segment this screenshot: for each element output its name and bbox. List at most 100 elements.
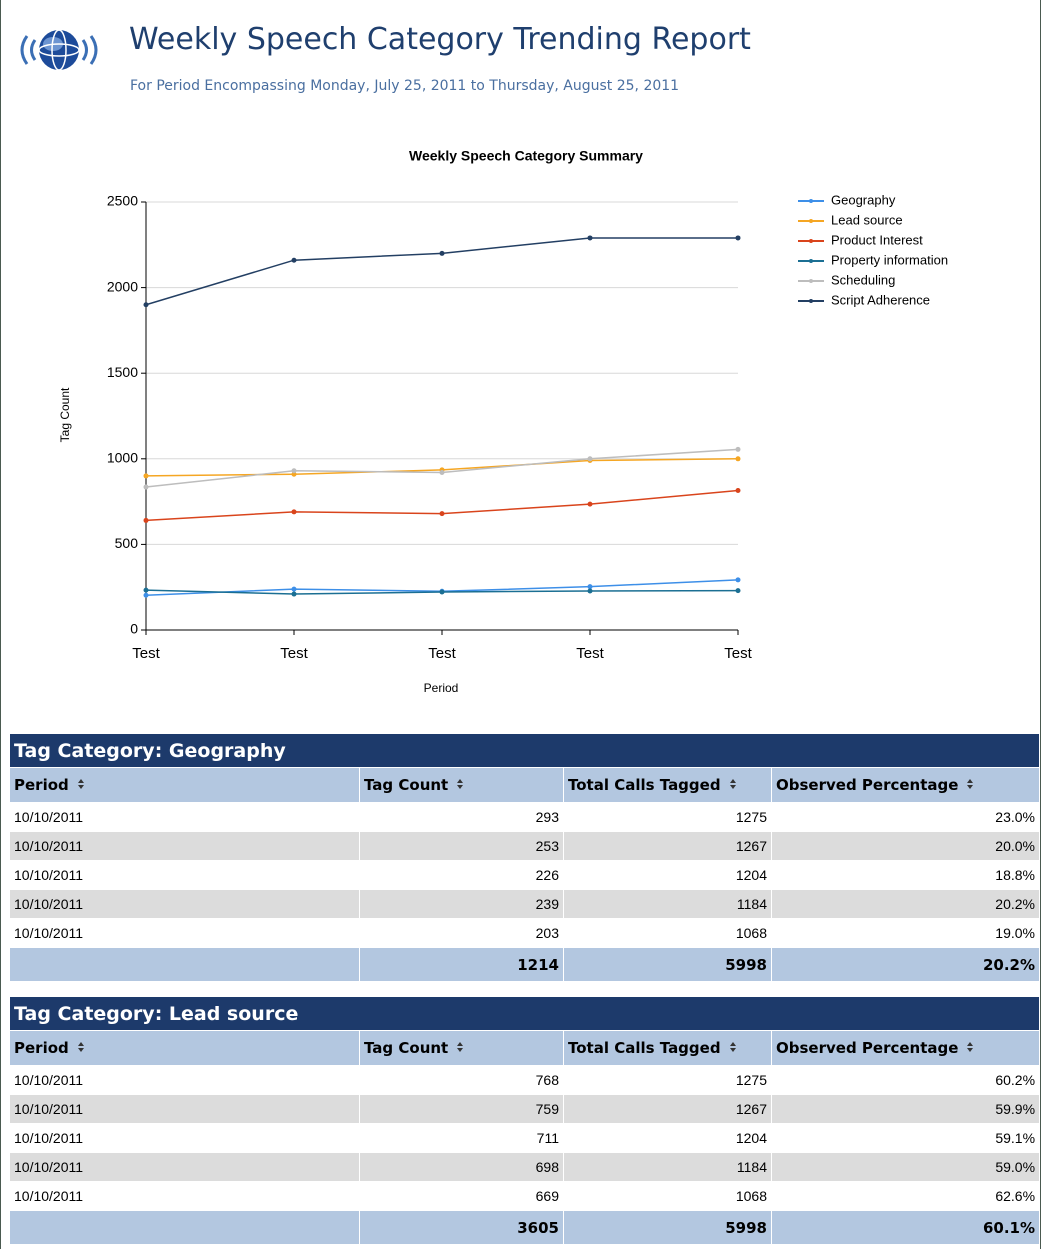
cell: 239 (359, 889, 564, 919)
series-point (143, 473, 149, 479)
cell: 10/10/2011 (9, 860, 360, 890)
column-header[interactable]: Period (9, 767, 360, 803)
cell: 10/10/2011 (9, 831, 360, 861)
series-point (587, 584, 593, 590)
table-title-row: Tag Category: Geography (9, 733, 1040, 768)
cell: 203 (359, 918, 564, 948)
sort-icon[interactable] (964, 778, 976, 790)
sort-icon[interactable] (727, 778, 739, 790)
cell: 711 (359, 1123, 564, 1153)
legend-swatch-point (809, 299, 813, 303)
total-cell: 5998 (563, 947, 772, 982)
column-header[interactable]: Tag Count (359, 767, 564, 803)
cell: 59.1% (770, 1123, 1041, 1153)
sort-icon[interactable] (454, 1041, 466, 1053)
data-row: 10/10/2011 768 1275 60.2% (9, 1065, 1041, 1095)
series-point (291, 257, 297, 263)
x-tick-label: Test (132, 645, 160, 662)
column-header[interactable]: Total Calls Tagged (563, 1030, 772, 1066)
series-point (735, 456, 741, 462)
header-row: Period Tag Count Total Calls Tagged Observe… (9, 1030, 1041, 1066)
cell: 1275 (563, 1065, 772, 1095)
series-point (735, 446, 741, 452)
logo (20, 29, 98, 71)
y-tick-label: 1000 (107, 450, 138, 466)
series-point (439, 469, 445, 475)
column-header[interactable]: Tag Count (359, 1030, 564, 1066)
cell: 10/10/2011 (9, 1152, 360, 1182)
series-point (143, 517, 149, 523)
column-header-text: Total Calls Tagged (568, 1039, 721, 1057)
series-point (143, 484, 149, 490)
data-row: 10/10/2011 253 1267 20.0% (9, 831, 1040, 861)
column-header[interactable]: Total Calls Tagged (563, 767, 772, 803)
column-header[interactable]: Observed Percentage (770, 1030, 1041, 1066)
cell: 10/10/2011 (9, 802, 360, 832)
series-point (143, 592, 149, 598)
report-subtitle: For Period Encompassing Monday, July 25,… (130, 78, 680, 94)
cell: 10/10/2011 (9, 1065, 360, 1095)
series-point (587, 588, 593, 594)
series-line (145, 237, 738, 306)
cell: 669 (359, 1181, 564, 1211)
x-axis-label: Period (424, 681, 459, 695)
chart: Weekly Speech Category Summary Period Ta… (58, 148, 948, 695)
cell: 768 (359, 1065, 564, 1095)
legend-label: Scheduling (831, 272, 895, 287)
cell: 1204 (563, 860, 772, 890)
column-header-text: Observed Percentage (776, 1039, 959, 1057)
data-row: 10/10/2011 293 1275 23.0% (9, 802, 1040, 832)
column-header-text: Tag Count (364, 776, 449, 794)
series-point (735, 487, 741, 493)
series-point (439, 250, 445, 256)
y-tick-label: 500 (115, 535, 139, 551)
cell: 60.2% (770, 1065, 1041, 1095)
legend-swatch-point (809, 239, 813, 243)
legend-swatch-point (809, 279, 813, 283)
sort-icon[interactable] (727, 1041, 739, 1053)
x-tick-label: Test (576, 645, 604, 662)
series-point (439, 511, 445, 517)
x-tick-label: Test (280, 645, 308, 662)
legend-swatch-point (809, 259, 813, 263)
x-tick-label: Test (724, 645, 752, 662)
legend-label: Product Interest (831, 232, 923, 247)
cell: 759 (359, 1094, 564, 1124)
total-cell: 3605 (359, 1210, 564, 1245)
legend-swatch-point (809, 199, 813, 203)
legend-label: Geography (831, 192, 896, 207)
series-point (291, 471, 297, 477)
cell: 10/10/2011 (9, 1181, 360, 1211)
series-point (291, 586, 297, 592)
cell: 20.2% (771, 889, 1040, 919)
sort-icon[interactable] (964, 1041, 976, 1053)
totals-row: 3605 5998 60.1% (9, 1210, 1041, 1245)
series-point (439, 589, 445, 595)
legend-label: Script Adherence (831, 292, 930, 307)
cell: 19.0% (771, 918, 1040, 948)
series-point (291, 468, 297, 474)
sort-icon[interactable] (75, 778, 87, 790)
data-row: 10/10/2011 698 1184 59.0% (9, 1152, 1041, 1182)
column-header-text: Tag Count (364, 1039, 449, 1057)
cell: 1068 (563, 1181, 772, 1211)
total-cell: 5998 (563, 1210, 772, 1245)
chart-title: Weekly Speech Category Summary (409, 148, 643, 164)
column-header-text: Period (14, 776, 69, 794)
cell: 1184 (563, 889, 772, 919)
data-row: 10/10/2011 669 1068 62.6% (9, 1181, 1041, 1211)
column-header[interactable]: Period (9, 1030, 360, 1066)
sort-icon[interactable] (75, 1041, 87, 1053)
cell: 20.0% (771, 831, 1040, 861)
column-header[interactable]: Observed Percentage (771, 767, 1040, 803)
cell: 1184 (563, 1152, 772, 1182)
series-point (735, 577, 741, 583)
cell: 10/10/2011 (9, 889, 360, 919)
y-axis-label: Tag Count (58, 387, 72, 442)
sort-icon[interactable] (454, 778, 466, 790)
series-point (143, 302, 149, 308)
totals-blank (9, 1210, 360, 1245)
table-title: Tag Category: Lead source (8, 996, 1041, 1031)
x-tick-label: Test (428, 645, 456, 662)
